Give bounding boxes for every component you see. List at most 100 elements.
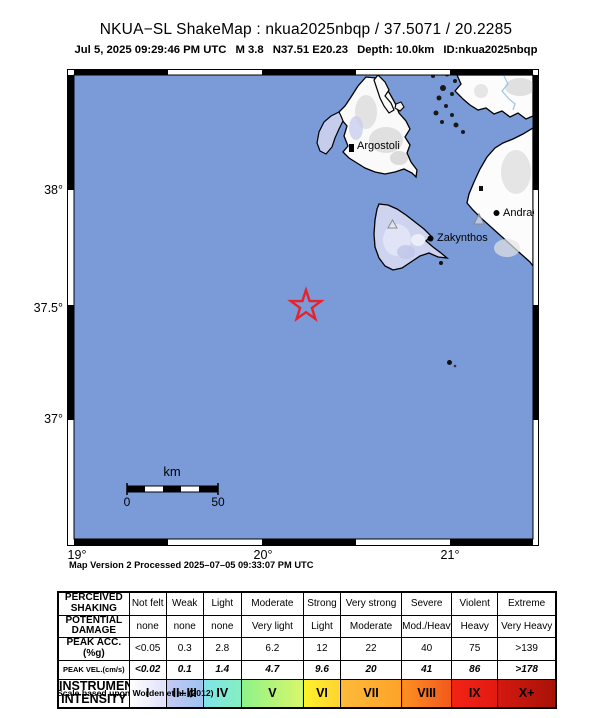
legend-cell: Very Heavy bbox=[497, 614, 557, 639]
legend-cell: >139 bbox=[497, 637, 557, 661]
x-axis-tick-21: 21° bbox=[440, 548, 460, 562]
station-triangle-icon bbox=[387, 218, 398, 229]
legend-cell: Light bbox=[302, 614, 342, 639]
x-axis-tick-20: 20° bbox=[253, 548, 273, 562]
legend-cell: Mod./Heavy bbox=[401, 614, 453, 639]
event-coordinates: N37.51 E20.23 bbox=[272, 44, 349, 56]
city-marker-andravida bbox=[493, 210, 500, 216]
legend-cell: Severe bbox=[401, 591, 453, 616]
river bbox=[501, 75, 516, 111]
legend-cell: Moderate bbox=[240, 591, 304, 616]
legend-row-header: PEAK ACC.(%g) bbox=[57, 637, 130, 661]
island-ithaca bbox=[373, 75, 395, 114]
legend-cell: none bbox=[165, 614, 204, 639]
legend-row-peak-acc: PEAK ACC.(%g) <0.05 0.3 2.8 6.2 12 22 40… bbox=[57, 637, 557, 661]
scale-bar-end-label: 50 bbox=[211, 495, 225, 509]
relief-shading bbox=[390, 151, 408, 165]
legend-row-header: PERCEIVED SHAKING bbox=[57, 591, 130, 616]
city-label-argostoli: Argostoli bbox=[357, 140, 400, 152]
legend-row-header: PEAK VEL.(cm/s) bbox=[57, 659, 130, 680]
legend-cell: 40 bbox=[401, 637, 453, 661]
event-summary-line: Jul 5, 2025 09:29:46 PM UTC M 3.8 N37.51… bbox=[0, 44, 612, 56]
legend-cell: <0.02 bbox=[128, 659, 167, 680]
legend-cell: none bbox=[128, 614, 167, 639]
legend-cell: 9.6 bbox=[302, 659, 342, 680]
intensity-legend-table: PERCEIVED SHAKING Not felt Weak Light Mo… bbox=[57, 591, 557, 709]
y-axis-tick-37-5: 37.5° bbox=[33, 301, 63, 315]
intensity-scale-cell: VIII bbox=[401, 678, 453, 709]
legend-cell: 86 bbox=[451, 659, 499, 680]
city-label-zakynthos: Zakynthos bbox=[437, 232, 488, 244]
intensity-scale-cell: IX bbox=[451, 678, 499, 709]
legend-cell: 6.2 bbox=[240, 637, 304, 661]
legend-row-header: INSTRUMENTAL INTENSITY bbox=[57, 678, 130, 709]
legend-cell: 0.3 bbox=[165, 637, 204, 661]
legend-cell: Very light bbox=[240, 614, 304, 639]
legend-cell: 22 bbox=[339, 637, 403, 661]
legend-cell: 1.4 bbox=[202, 659, 242, 680]
legend-row-peak-vel: PEAK VEL.(cm/s) <0.02 0.1 1.4 4.7 9.6 20… bbox=[57, 659, 557, 680]
legend-row-intensity: INSTRUMENTAL INTENSITY I II–III IV V VI … bbox=[57, 678, 557, 709]
islet-strofades bbox=[453, 364, 457, 368]
relief-shading bbox=[369, 127, 403, 153]
intensity-scale-cell: VII bbox=[339, 678, 403, 709]
event-date: Jul 5, 2025 09:29:46 PM UTC bbox=[74, 44, 227, 56]
legend-cell: Very strong bbox=[339, 591, 403, 616]
station-triangle-icon bbox=[473, 212, 485, 225]
legend-row-damage: POTENTIAL DAMAGE none none none Very lig… bbox=[57, 614, 557, 639]
islet bbox=[439, 261, 443, 265]
sea bbox=[73, 74, 534, 540]
small-islands bbox=[431, 75, 465, 134]
legend-cell: Extreme bbox=[497, 591, 557, 616]
legend-cell: 75 bbox=[451, 637, 499, 661]
legend-cell: <0.05 bbox=[128, 637, 167, 661]
islet-strofades bbox=[447, 360, 452, 365]
legend-footnote: Scale based upon Worden et al. (2012) bbox=[57, 688, 214, 698]
y-axis-tick-38: 38° bbox=[44, 183, 63, 197]
intensity-scale-cell: VI bbox=[302, 678, 342, 709]
scale-bar-start-label: 0 bbox=[123, 495, 131, 509]
islet bbox=[394, 101, 405, 112]
event-magnitude: M 3.8 bbox=[235, 44, 264, 56]
legend-cell: 0.1 bbox=[165, 659, 204, 680]
event-id: ID:nkua2025nbqp bbox=[443, 44, 538, 56]
relief-shading bbox=[494, 239, 520, 257]
legend-cell: Weak bbox=[165, 591, 204, 616]
legend-cell: Strong bbox=[302, 591, 342, 616]
legend-cell: Moderate bbox=[339, 614, 403, 639]
intensity-scale-cell: V bbox=[240, 678, 304, 709]
relief-shading bbox=[501, 150, 531, 194]
y-axis-tick-37: 37° bbox=[44, 412, 63, 426]
relief-shading bbox=[411, 234, 425, 246]
legend-cell: 4.7 bbox=[240, 659, 304, 680]
city-label-andravida: Andravida bbox=[503, 207, 534, 219]
legend-cell: 12 bbox=[302, 637, 342, 661]
islet bbox=[479, 186, 483, 191]
legend-row-header: POTENTIAL DAMAGE bbox=[57, 614, 130, 639]
scale-bar-unit-label: km bbox=[163, 464, 181, 479]
intensity-scale-cell: I bbox=[128, 678, 167, 709]
legend-cell: Light bbox=[202, 591, 242, 616]
intensity-scale-cell: IV bbox=[202, 678, 242, 709]
legend-cell: Not felt bbox=[128, 591, 167, 616]
legend-cell: Heavy bbox=[451, 614, 499, 639]
scale-bar bbox=[126, 483, 219, 495]
city-marker-argostoli bbox=[349, 144, 354, 152]
x-axis-tick-19: 19° bbox=[67, 548, 87, 562]
page-title: NKUA−SL ShakeMap : nkua2025nbqp / 37.507… bbox=[99, 21, 513, 38]
legend-cell: 2.8 bbox=[202, 637, 242, 661]
legend-cell: 20 bbox=[339, 659, 403, 680]
intensity-scale-cell: X+ bbox=[497, 678, 557, 709]
relief-shading bbox=[349, 116, 363, 140]
peninsula-paliki bbox=[316, 111, 344, 155]
map-version-note: Map Version 2 Processed 2025–07–05 09:33… bbox=[69, 560, 314, 570]
legend-cell: 41 bbox=[401, 659, 453, 680]
legend-row-shaking: PERCEIVED SHAKING Not felt Weak Light Mo… bbox=[57, 591, 557, 616]
event-depth: Depth: 10.0km bbox=[357, 44, 435, 56]
relief-shading bbox=[505, 78, 533, 96]
intensity-scale-cell: II–III bbox=[165, 678, 204, 709]
relief-shading bbox=[474, 84, 488, 98]
legend-cell: >178 bbox=[497, 659, 557, 680]
city-marker-zakynthos bbox=[427, 235, 434, 242]
